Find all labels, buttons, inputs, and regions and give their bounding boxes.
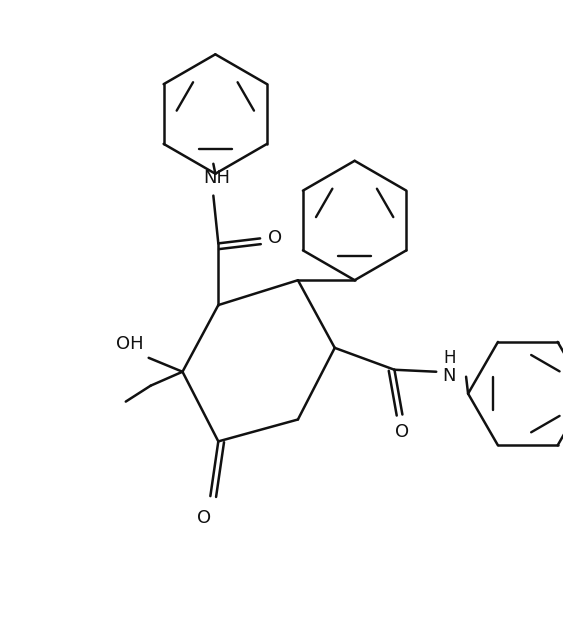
Text: O: O xyxy=(197,509,212,527)
Text: O: O xyxy=(395,424,409,442)
Text: N: N xyxy=(442,367,456,385)
Text: H: H xyxy=(443,349,455,367)
Text: NH: NH xyxy=(203,169,230,187)
Text: OH: OH xyxy=(116,335,144,353)
Text: O: O xyxy=(268,229,282,248)
